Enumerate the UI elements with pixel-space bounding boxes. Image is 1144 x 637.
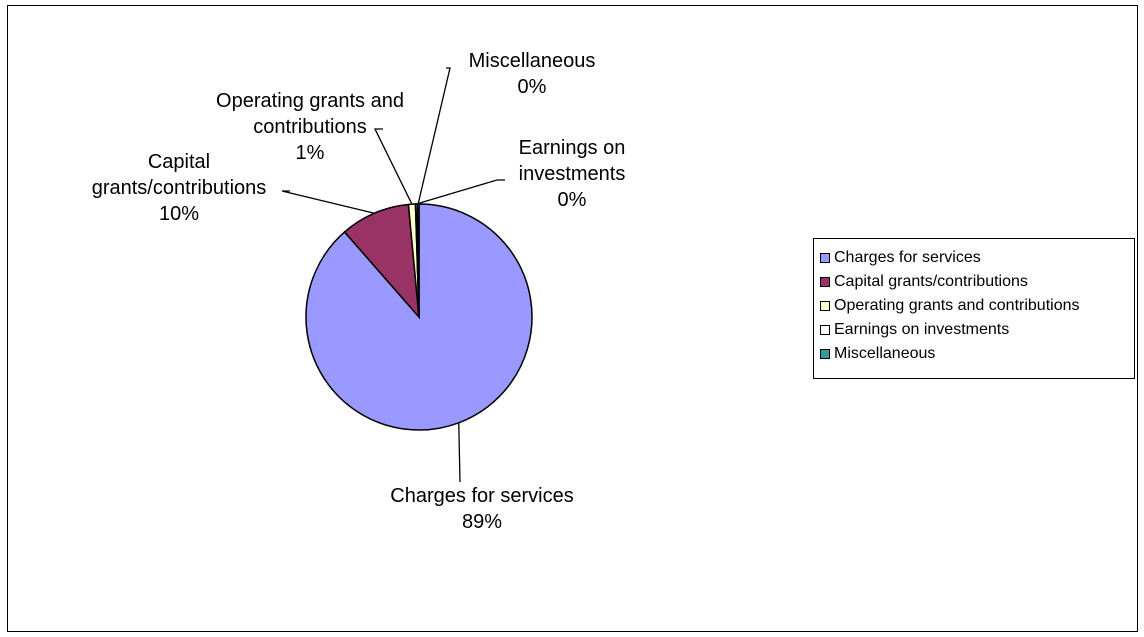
legend-item-earnings: Earnings on investments bbox=[820, 318, 1134, 342]
leader-line-misc bbox=[417, 67, 451, 205]
legend: Charges for services Capital grants/cont… bbox=[813, 238, 1135, 379]
leader-lines bbox=[281, 67, 505, 483]
legend-label-misc: Miscellaneous bbox=[834, 345, 936, 362]
legend-label-charges: Charges for services bbox=[834, 249, 981, 266]
data-label-capital-name: Capital bbox=[148, 151, 210, 173]
legend-label-capital: Capital grants/contributions bbox=[834, 273, 1028, 290]
data-label-earnings-name: Earnings on bbox=[519, 137, 626, 159]
leader-line-capital bbox=[281, 190, 375, 214]
data-label-earnings-name-2: investments bbox=[519, 163, 626, 185]
data-label-misc-value: 0% bbox=[518, 76, 547, 98]
legend-label-operating: Operating grants and contributions bbox=[834, 297, 1080, 314]
legend-swatch-earnings bbox=[820, 325, 830, 335]
legend-item-operating: Operating grants and contributions bbox=[820, 294, 1134, 318]
leader-line-operating bbox=[373, 128, 413, 205]
data-label-operating-value: 1% bbox=[296, 142, 325, 164]
legend-item-capital: Capital grants/contributions bbox=[820, 270, 1134, 294]
leader-line-charges bbox=[458, 422, 461, 483]
legend-item-misc: Miscellaneous bbox=[820, 342, 1134, 366]
leader-line-earnings bbox=[416, 179, 505, 205]
data-label-earnings-value: 0% bbox=[558, 189, 587, 211]
data-label-charges-value: 89% bbox=[462, 511, 502, 533]
data-label-capital-value: 10% bbox=[159, 203, 199, 225]
data-label-capital-name-2: grants/contributions bbox=[92, 177, 267, 199]
legend-swatch-operating bbox=[820, 301, 830, 311]
data-label-operating-name-2: contributions bbox=[253, 116, 366, 138]
legend-swatch-capital bbox=[820, 277, 830, 287]
pie-slices bbox=[305, 203, 533, 431]
data-label-misc-name: Miscellaneous bbox=[469, 50, 596, 72]
data-label-charges-name: Charges for services bbox=[390, 485, 573, 507]
legend-swatch-misc bbox=[820, 349, 830, 359]
legend-swatch-charges bbox=[820, 253, 830, 263]
data-label-operating-name: Operating grants and bbox=[216, 90, 404, 112]
legend-label-earnings: Earnings on investments bbox=[834, 321, 1010, 338]
legend-item-charges: Charges for services bbox=[820, 246, 1134, 270]
